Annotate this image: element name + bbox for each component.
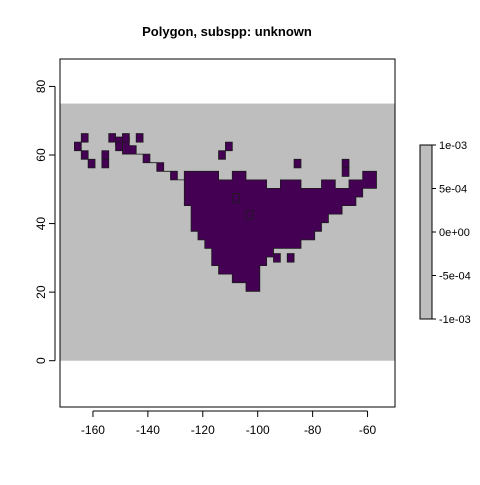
range-cell-16: [245, 210, 254, 220]
y-tick-label-4: 80: [34, 79, 48, 93]
range-cell-18: [286, 253, 295, 263]
y-tick-label-1: 20: [34, 285, 48, 299]
legend-color-bar: [419, 144, 433, 320]
x-tick-label-3: -100: [246, 423, 270, 437]
range-cell-12: [293, 158, 302, 169]
range-cell-7: [115, 141, 123, 152]
y-tick-label-0: 0: [34, 357, 48, 364]
legend: 1e-03 5e-04 0e+00 -5e-04 -1e-03: [419, 140, 471, 326]
range-cell-15: [231, 193, 240, 203]
chart-title: Polygon, subspp: unknown: [142, 24, 312, 39]
legend-tick-label-1: 5e-04: [439, 184, 467, 196]
plot-area: [59, 58, 396, 408]
x-tick-label-1: -140: [136, 423, 160, 437]
range-cell-17: [273, 253, 281, 263]
range-cell-4: [108, 133, 117, 143]
x-axis: -160 -140 -120 -100 -80 -60: [81, 410, 377, 437]
y-tick-label-3: 60: [34, 148, 48, 162]
legend-tick-label-0: 1e-03: [439, 140, 467, 152]
legend-tick-label-2: 0e+00: [439, 227, 470, 239]
range-cell-6: [135, 133, 144, 143]
range-cell-8: [101, 150, 110, 160]
x-tick-label-0: -160: [81, 423, 105, 437]
legend-tick-label-4: -1e-03: [439, 314, 471, 326]
range-cell-11: [218, 150, 226, 160]
range-cell-0: [80, 133, 89, 143]
plot-frame: [59, 58, 396, 408]
x-tick-label-2: -120: [191, 423, 215, 437]
y-tick-label-2: 40: [34, 217, 48, 231]
range-cell-2: [80, 150, 89, 160]
range-cell-10: [225, 141, 233, 152]
range-cell-5: [122, 133, 130, 143]
range-cell-1: [74, 141, 82, 152]
x-tick-label-5: -60: [359, 423, 377, 437]
range-cell-14: [341, 167, 350, 177]
range-cell-9: [101, 158, 110, 169]
range-cell-13: [341, 158, 350, 169]
legend-tick-label-3: -5e-04: [439, 271, 471, 283]
range-cell-3: [87, 158, 96, 169]
x-tick-label-4: -80: [304, 423, 322, 437]
y-axis: 0 20 40 60 80: [34, 79, 56, 364]
